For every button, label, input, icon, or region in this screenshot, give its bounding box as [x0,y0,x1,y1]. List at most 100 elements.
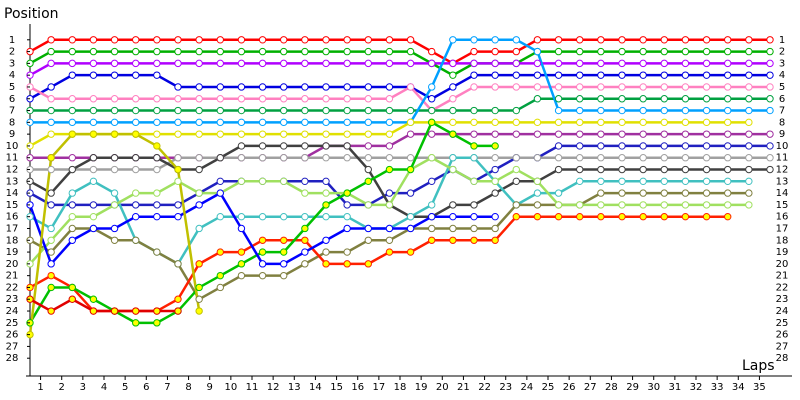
lap-marker [322,177,330,186]
position-line [29,156,749,265]
lap-marker [174,177,182,186]
lap-marker [766,130,774,138]
x-tick-label: 18 [394,382,407,393]
lap-marker [470,106,478,115]
lap-marker [364,201,372,209]
lap-marker [597,106,605,115]
lap-marker [470,59,478,68]
lap-marker [301,224,309,233]
lap-marker [110,59,119,68]
lap-marker [174,59,182,68]
lap-marker [68,189,76,197]
y-tick-label: 21 [6,271,19,282]
lap-marker [618,154,626,162]
lap-marker [639,177,647,186]
lap-marker [702,154,711,162]
x-tick-label: 23 [499,382,512,393]
lap-marker [745,165,753,174]
lap-marker [132,201,140,209]
lap-marker [216,130,224,138]
y-tick-label: 5 [9,82,15,93]
lap-marker [301,106,309,115]
lap-marker [618,201,626,209]
y-tick-label: 8 [9,117,15,128]
lap-marker [533,36,542,44]
lap-marker [47,248,55,256]
lap-marker [343,142,351,150]
lap-marker [174,106,182,115]
x-tick-label: 10 [224,382,237,393]
lap-marker [364,154,372,162]
lap-marker [68,106,76,115]
x-tick-label: 6 [143,382,149,393]
lap-marker [660,165,668,174]
lap-marker [68,283,76,292]
lap-marker [385,154,394,162]
lap-marker [385,189,394,197]
lap-marker [681,142,690,150]
lap-marker [258,154,267,162]
y-tick-label-right: 16 [776,212,789,223]
lap-marker [280,95,288,103]
position-line [29,62,770,77]
lap-marker [618,118,626,127]
lap-marker [597,71,605,79]
lap-marker [153,95,161,103]
lap-marker [322,95,330,103]
lap-marker [237,130,246,138]
lap-marker [470,47,478,56]
y-tick-label: 6 [9,94,15,105]
lap-marker [280,260,288,268]
lap-marker [618,189,626,197]
lap-marker [491,236,499,244]
lap-marker [174,154,182,162]
lap-marker [132,319,140,327]
lap-marker [110,189,119,197]
lap-marker [449,83,457,91]
lap-marker [110,165,119,174]
lap-marker [681,177,690,186]
y-tick-label: 10 [6,141,19,152]
lap-marker [280,59,288,68]
lap-marker [258,177,267,186]
lap-marker [174,130,182,138]
lap-marker [428,59,436,68]
lap-marker [216,36,224,44]
x-tick-label: 11 [246,382,259,393]
lap-marker [639,95,647,103]
lap-marker [618,95,626,103]
lap-marker [533,154,542,162]
lap-marker [364,130,372,138]
lap-marker [301,36,309,44]
x-tick-label: 32 [690,382,703,393]
lap-marker [280,212,288,221]
lap-marker [132,36,140,44]
lap-marker [533,201,542,209]
lap-marker [343,130,351,138]
lap-marker [639,106,647,115]
lap-marker [533,47,542,56]
lap-marker [132,71,140,79]
lap-marker [449,71,457,79]
lap-marker [47,118,55,127]
lap-marker [322,47,330,56]
lap-marker [428,95,436,103]
lap-marker [449,236,457,244]
lap-marker [406,248,415,256]
lap-marker [153,201,161,209]
lap-marker [512,212,520,221]
lap-marker [618,36,626,44]
lap-marker [449,95,457,103]
lap-marker [47,260,55,268]
y-tick-label-right: 23 [776,294,789,305]
lap-marker [153,165,161,174]
lap-marker [110,307,119,315]
lap-marker [660,36,668,44]
lap-marker [153,307,161,315]
lap-marker [195,189,203,197]
lap-marker [491,83,499,91]
lap-marker [280,177,288,186]
lap-marker [364,142,372,150]
lap-marker [216,95,224,103]
lap-marker [576,165,584,174]
